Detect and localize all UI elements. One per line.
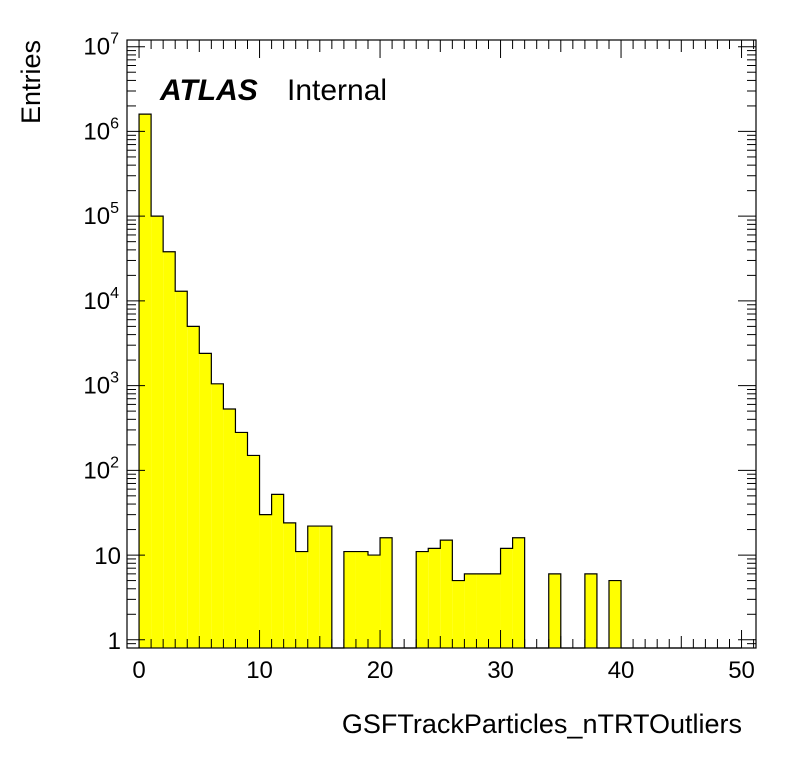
histogram-bar <box>416 551 429 648</box>
histogram-bar <box>187 326 200 648</box>
y-tick-label: 106 <box>83 115 119 145</box>
histogram-bar <box>488 573 501 648</box>
histogram-bar <box>175 291 188 648</box>
histogram-bar <box>247 455 260 648</box>
y-tick-label: 102 <box>83 454 119 484</box>
internal-label: Internal <box>287 74 387 107</box>
histogram-bars <box>139 114 622 649</box>
histogram-bar <box>235 432 248 648</box>
x-tick-label: 20 <box>367 657 394 684</box>
histogram-bar <box>163 251 176 649</box>
x-tick-label: 10 <box>246 657 273 684</box>
y-tick-label: 10 <box>94 543 121 570</box>
histogram-bar <box>476 573 489 648</box>
histogram-bar <box>367 555 381 648</box>
x-axis-title: GSFTrackParticles_nTRTOutliers <box>342 709 742 739</box>
histogram-bar <box>464 573 477 648</box>
histogram-bar <box>440 540 453 648</box>
histogram-bar <box>380 537 393 648</box>
histogram-bar <box>608 580 622 648</box>
y-tick-label: 103 <box>83 370 119 400</box>
histogram-bar <box>283 522 296 648</box>
histogram-bar <box>151 216 164 648</box>
y-tick-label: 104 <box>83 285 119 315</box>
x-tick-label: 30 <box>487 657 514 684</box>
atlas-label: ATLAS <box>159 74 258 107</box>
y-tick-label: 107 <box>83 31 119 61</box>
histogram-bar <box>223 408 236 648</box>
histogram-bar <box>512 537 525 648</box>
histogram-bar <box>355 551 368 648</box>
histogram-bar <box>548 573 561 648</box>
histogram-bar <box>271 494 284 648</box>
x-tick-label: 50 <box>728 657 755 684</box>
histogram-bar <box>199 353 212 648</box>
y-tick-label: 105 <box>83 200 119 230</box>
y-tick-labels: 1 10 102 103 104 105 106 107 <box>83 31 121 655</box>
histogram-bar <box>343 551 356 648</box>
x-tick-label: 0 <box>132 657 145 684</box>
plot-frame <box>126 39 757 649</box>
histogram-bar <box>500 548 513 648</box>
y-axis-title: Entries <box>16 40 46 124</box>
axis-ticks <box>127 40 756 649</box>
histogram-bar <box>584 573 597 648</box>
x-tick-labels: 0 10 20 30 40 50 <box>132 657 755 684</box>
histogram-bar <box>211 383 224 648</box>
x-tick-label: 40 <box>608 657 635 684</box>
histogram-bar <box>319 526 332 648</box>
histogram-bar <box>428 548 441 648</box>
histogram-bar <box>295 551 308 648</box>
y-tick-label: 1 <box>108 628 121 655</box>
histogram-bar <box>307 526 320 648</box>
histogram-bar <box>452 580 465 648</box>
histogram-bar <box>139 114 152 648</box>
histogram-bar <box>259 514 272 648</box>
